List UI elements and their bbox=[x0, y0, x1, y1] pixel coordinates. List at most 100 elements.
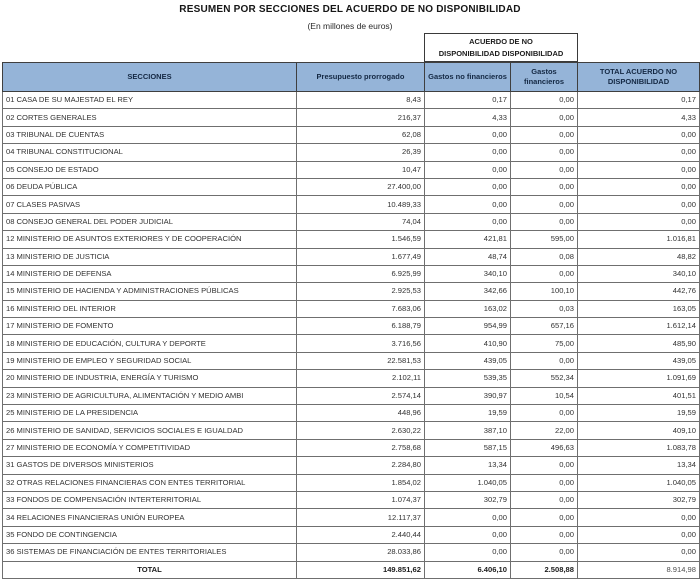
value-cell: 22.581,53 bbox=[296, 351, 425, 371]
value-cell: 0,00 bbox=[510, 543, 578, 562]
value-cell: 0,17 bbox=[424, 90, 511, 110]
value-cell: 19,59 bbox=[577, 404, 700, 423]
value-cell: 26,39 bbox=[296, 143, 425, 162]
section-label-cell: 05 CONSEJO DE ESTADO bbox=[2, 160, 297, 179]
table-row: 25 MINISTERIO DE LA PRESIDENCIA 448,96 19,… bbox=[2, 404, 700, 423]
value-cell: 387,10 bbox=[424, 421, 511, 440]
value-cell: 496,63 bbox=[510, 438, 578, 458]
section-label-cell: 25 MINISTERIO DE LA PRESIDENCIA bbox=[2, 404, 297, 423]
table-row: 15 MINISTERIO DE HACIENDA Y ADMINISTRACI… bbox=[2, 282, 700, 301]
value-cell: 954,99 bbox=[424, 317, 511, 336]
value-cell: 0,00 bbox=[510, 195, 578, 214]
value-cell: 0,00 bbox=[424, 508, 511, 527]
value-cell: 1.612,14 bbox=[577, 317, 700, 336]
value-cell: 28.033,86 bbox=[296, 543, 425, 562]
value-cell: 2.440,44 bbox=[296, 525, 425, 545]
value-cell: 13,34 bbox=[577, 456, 700, 475]
page-title: RESUMEN POR SECCIONES DEL ACUERDO DE NO … bbox=[179, 4, 521, 15]
value-cell: 0,17 bbox=[577, 90, 700, 110]
value-cell: 1.677,49 bbox=[296, 247, 425, 266]
section-label-cell: 17 MINISTERIO DE FOMENTO bbox=[2, 317, 297, 336]
section-label-cell: 08 CONSEJO GENERAL DEL PODER JUDICIAL bbox=[2, 212, 297, 232]
value-cell: 8,43 bbox=[296, 90, 425, 110]
value-cell: 0,00 bbox=[577, 195, 700, 214]
table-row: 32 OTRAS RELACIONES FINANCIERAS CON ENTE… bbox=[2, 473, 700, 492]
value-cell: 0,00 bbox=[510, 264, 578, 284]
table-row: 05 CONSEJO DE ESTADO 10,47 0,00 0,00 0,00 bbox=[2, 160, 700, 179]
section-label-cell: 23 MINISTERIO DE AGRICULTURA, ALIMENTACI… bbox=[2, 386, 297, 406]
value-cell: 0,00 bbox=[510, 143, 578, 162]
value-cell: 216,37 bbox=[296, 108, 425, 127]
value-cell: 6.406,10 bbox=[424, 560, 511, 579]
value-cell: 2.508,88 bbox=[510, 560, 578, 579]
value-cell: 390,97 bbox=[424, 386, 511, 406]
value-cell: 410,90 bbox=[424, 334, 511, 353]
value-cell: 6.925,99 bbox=[296, 264, 425, 284]
value-cell: 2.284,80 bbox=[296, 456, 425, 475]
value-cell: 48,74 bbox=[424, 247, 511, 266]
value-cell: 342,66 bbox=[424, 282, 511, 301]
value-cell: 0,00 bbox=[510, 473, 578, 492]
value-cell: 1.074,37 bbox=[296, 490, 425, 510]
table-row: 07 CLASES PASIVAS 10.489,33 0,00 0,00 0,00 bbox=[2, 195, 700, 214]
value-cell: 22,00 bbox=[510, 421, 578, 440]
value-cell: 421,81 bbox=[424, 230, 511, 249]
value-cell: 0,00 bbox=[510, 177, 578, 197]
section-label-cell: 16 MINISTERIO DEL INTERIOR bbox=[2, 299, 297, 319]
table-row: 19 MINISTERIO DE EMPLEO Y SEGURIDAD SOCI… bbox=[2, 351, 700, 371]
page-subtitle: (En millones de euros) bbox=[307, 21, 393, 31]
section-label-cell: 14 MINISTERIO DE DEFENSA bbox=[2, 264, 297, 284]
value-cell: 0,00 bbox=[510, 525, 578, 545]
value-cell: 2.925,53 bbox=[296, 282, 425, 301]
section-label-cell: 12 MINISTERIO DE ASUNTOS EXTERIORES Y DE… bbox=[2, 230, 297, 249]
value-cell: 6.188,79 bbox=[296, 317, 425, 336]
value-cell: 19,59 bbox=[424, 404, 511, 423]
value-cell: 0,00 bbox=[577, 543, 700, 562]
value-cell: 0,00 bbox=[510, 508, 578, 527]
value-cell: 0,00 bbox=[510, 456, 578, 475]
value-cell: 1.083,78 bbox=[577, 438, 700, 458]
value-cell: 149.851,62 bbox=[296, 560, 425, 579]
table-total-row: TOTAL 149.851,62 6.406,10 2.508,88 8.914,98 bbox=[2, 560, 700, 579]
value-cell: 0,00 bbox=[424, 212, 511, 232]
table-row: 02 CORTES GENERALES 216,37 4,33 0,00 4,33 bbox=[2, 108, 700, 127]
section-label-cell: 33 FONDOS DE COMPENSACIÓN INTERTERRITORI… bbox=[2, 490, 297, 510]
value-cell: 595,00 bbox=[510, 230, 578, 249]
section-label-cell: 34 RELACIONES FINANCIERAS UNIÓN EUROPEA bbox=[2, 508, 297, 527]
table-row: 23 MINISTERIO DE AGRICULTURA, ALIMENTACI… bbox=[2, 386, 700, 406]
table-row: 13 MINISTERIO DE JUSTICIA 1.677,49 48,74 0,… bbox=[2, 247, 700, 266]
section-label-cell: 18 MINISTERIO DE EDUCACIÓN, CULTURA Y DE… bbox=[2, 334, 297, 353]
value-cell: 539,35 bbox=[424, 369, 511, 388]
value-cell: 401,51 bbox=[577, 386, 700, 406]
value-cell: 0,00 bbox=[577, 508, 700, 527]
table-row: 01 CASA DE SU MAJESTAD EL REY 8,43 0,17 0,0… bbox=[2, 90, 700, 110]
col-header-presupuesto-prorrogado: Presupuesto prorrogado bbox=[296, 62, 425, 92]
value-cell: 0,00 bbox=[510, 351, 578, 371]
value-cell: 0,00 bbox=[424, 143, 511, 162]
table-row: 06 DEUDA PÚBLICA 27.400,00 0,00 0,00 0,00 bbox=[2, 177, 700, 197]
value-cell: 0,08 bbox=[510, 247, 578, 266]
section-label-cell: 20 MINISTERIO DE INDUSTRIA, ENERGÍA Y TU… bbox=[2, 369, 297, 388]
table-row: 36 SISTEMAS DE FINANCIACIÓN DE ENTES TER… bbox=[2, 543, 700, 562]
value-cell: 0,00 bbox=[510, 125, 578, 145]
value-cell: 302,79 bbox=[577, 490, 700, 510]
table-body: 01 CASA DE SU MAJESTAD EL REY 8,43 0,17 0,0… bbox=[2, 90, 700, 579]
section-label-cell: 04 TRIBUNAL CONSTITUCIONAL bbox=[2, 143, 297, 162]
table-row: 20 MINISTERIO DE INDUSTRIA, ENERGÍA Y TU… bbox=[2, 369, 700, 388]
value-cell: 100,10 bbox=[510, 282, 578, 301]
value-cell: 439,05 bbox=[577, 351, 700, 371]
section-label-cell: 03 TRIBUNAL DE CUENTAS bbox=[2, 125, 297, 145]
section-label-cell: 15 MINISTERIO DE HACIENDA Y ADMINISTRACI… bbox=[2, 282, 297, 301]
table-row: 17 MINISTERIO DE FOMENTO 6.188,79 954,99 65… bbox=[2, 317, 700, 336]
table-header-row: SECCIONES Presupuesto prorrogado Gastos … bbox=[2, 62, 700, 92]
value-cell: 48,82 bbox=[577, 247, 700, 266]
value-cell: 0,00 bbox=[577, 125, 700, 145]
section-label-cell: 26 MINISTERIO DE SANIDAD, SERVICIOS SOCI… bbox=[2, 421, 297, 440]
value-cell: 0,00 bbox=[510, 90, 578, 110]
value-cell: 1.040,05 bbox=[424, 473, 511, 492]
group-header-line1: ACUERDO DE NO bbox=[469, 37, 533, 47]
table-row: 26 MINISTERIO DE SANIDAD, SERVICIOS SOCI… bbox=[2, 421, 700, 440]
section-label-cell: 31 GASTOS DE DIVERSOS MINISTERIOS bbox=[2, 456, 297, 475]
value-cell: 485,90 bbox=[577, 334, 700, 353]
value-cell: 340,10 bbox=[424, 264, 511, 284]
